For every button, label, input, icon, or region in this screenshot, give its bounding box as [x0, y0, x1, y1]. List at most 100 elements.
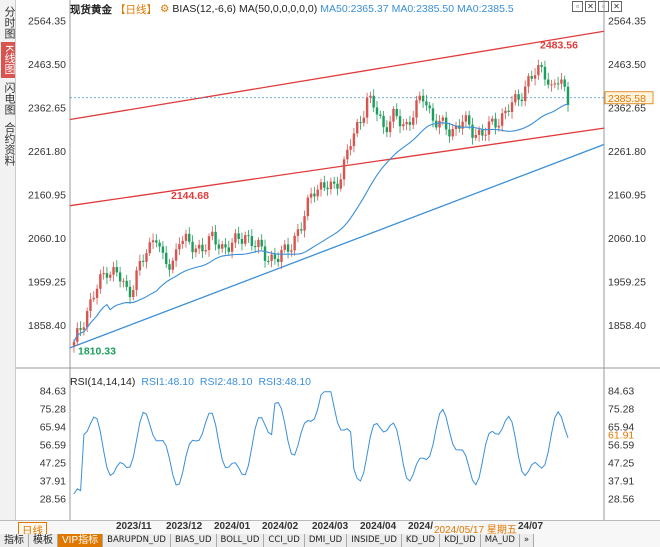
candle-body [234, 233, 237, 243]
candle-body [303, 216, 306, 231]
candle-body [227, 247, 230, 252]
candle-body [217, 244, 221, 249]
candle-body [418, 95, 421, 101]
candle-body [372, 95, 375, 108]
tab-kline[interactable]: K线图 [1, 42, 15, 78]
candle-body [517, 94, 520, 100]
price-tick-label: 2060.10 [28, 233, 66, 245]
candle-body [336, 183, 339, 189]
candle-body [342, 159, 346, 180]
candle-body [260, 239, 263, 247]
tab-inside[interactable]: INSIDE_UD [347, 534, 402, 547]
candle-body [72, 341, 76, 346]
candle-body [319, 182, 323, 190]
candle-body [161, 246, 165, 253]
tab-ma[interactable]: MA_UD [480, 534, 520, 547]
current-price-tag-bg [604, 91, 654, 105]
candle-body [188, 233, 191, 242]
candle-body [165, 252, 168, 265]
candle-body [560, 79, 563, 84]
more-tabs-icon[interactable]: » [519, 534, 535, 547]
tab-bias[interactable]: BIAS_UD [170, 534, 217, 547]
high-annotation: 2483.56 [540, 39, 578, 51]
tab-boll[interactable]: BOLL_UD [216, 534, 265, 547]
candle-body [464, 115, 468, 122]
candle-body [141, 260, 145, 262]
tab-contract-info[interactable]: 合约资料 [3, 122, 15, 166]
candle-body [441, 117, 445, 121]
close-icon[interactable]: ✕ [585, 1, 596, 12]
price-tick-label: 2564.35 [28, 16, 66, 28]
rsi-current-tag: 61.91 [608, 429, 634, 441]
candle-body [151, 240, 155, 243]
tab-lightning[interactable]: 闪电图 [3, 81, 15, 115]
kline-chart[interactable]: 2564.35 2564.35 2463.50 2463.50 2362.65 2362.… [16, 0, 660, 520]
candle-body [211, 231, 214, 237]
rsi-tick-label: 47.25 [40, 458, 66, 470]
candle-body [286, 244, 290, 252]
candle-body [398, 116, 402, 127]
candle-body [339, 179, 342, 189]
candle-body [533, 75, 537, 79]
tab-kdj[interactable]: KDJ_UD [440, 534, 481, 547]
candle-body [435, 120, 438, 128]
restore-icon[interactable]: ▫ [572, 1, 583, 12]
candle-body [514, 94, 517, 103]
tab-indicators[interactable]: 指标 [0, 534, 29, 547]
rsi-title: RSI(14,14,14) [70, 376, 136, 388]
candle-body [484, 134, 487, 136]
tab-vip-indicators[interactable]: VIP指标 [58, 534, 104, 547]
candle-body [507, 110, 510, 112]
candle-body [346, 149, 349, 160]
rsi-tick-label: 56.59 [40, 440, 66, 452]
candle-body [237, 233, 240, 239]
candle-body [178, 244, 181, 250]
candle-body [138, 260, 142, 271]
date-label: 2023/12 [166, 521, 203, 532]
tab-timeshare[interactable]: 分时图 [3, 5, 15, 39]
gear-icon[interactable]: ⚙ [160, 3, 170, 15]
candle-body [382, 115, 385, 128]
candle-body [155, 240, 158, 243]
candle-body [408, 122, 412, 125]
rsi-tick-label: 47.25 [608, 458, 634, 470]
candle-body [207, 236, 211, 251]
candle-body [181, 240, 184, 245]
candle-body [89, 299, 92, 311]
rsi-tick-label: 37.91 [40, 475, 66, 487]
candle-body [359, 122, 362, 124]
date-cursor-label: 2024/05/17 星期五 [434, 525, 517, 536]
tab-barupdn[interactable]: BARUPDN_UD [103, 534, 171, 547]
candle-body [105, 273, 109, 278]
current-price-tag: 2385.58 [608, 93, 646, 105]
candle-body [132, 289, 135, 298]
candle-body [171, 260, 174, 270]
mid-high-annotation: 2144.68 [171, 190, 209, 202]
candle-body [316, 189, 319, 197]
tab-cci[interactable]: CCI_UD [264, 534, 305, 547]
tab-kd[interactable]: KD_UD [401, 534, 441, 547]
rsi1-value: RSI1:48.10 [141, 376, 194, 388]
close-icon-2[interactable]: ✕ [611, 1, 622, 12]
tab-dmi[interactable]: DMI_UD [304, 534, 348, 547]
candle-body [240, 238, 244, 244]
candle-body [306, 197, 310, 217]
candle-body [362, 117, 366, 123]
candle-body [125, 280, 128, 287]
rsi-tick-label: 75.28 [608, 404, 634, 416]
candle-body [421, 95, 425, 102]
candle-body [448, 129, 451, 137]
rsi3-value: RSI3:48.10 [258, 376, 312, 388]
price-tick-label: 2160.95 [28, 190, 66, 202]
candle-body [412, 117, 415, 125]
tab-templates[interactable]: 模板 [29, 534, 58, 547]
period-label[interactable]: 【日线】 [115, 3, 157, 16]
channel-top-line [69, 30, 605, 121]
candle-body [300, 229, 303, 231]
candle-body [523, 86, 527, 102]
candle-body [273, 254, 277, 259]
candle-body [184, 233, 188, 241]
price-tick-label: 2261.80 [28, 146, 66, 158]
candle-body [267, 260, 270, 262]
candle-body [276, 258, 280, 263]
